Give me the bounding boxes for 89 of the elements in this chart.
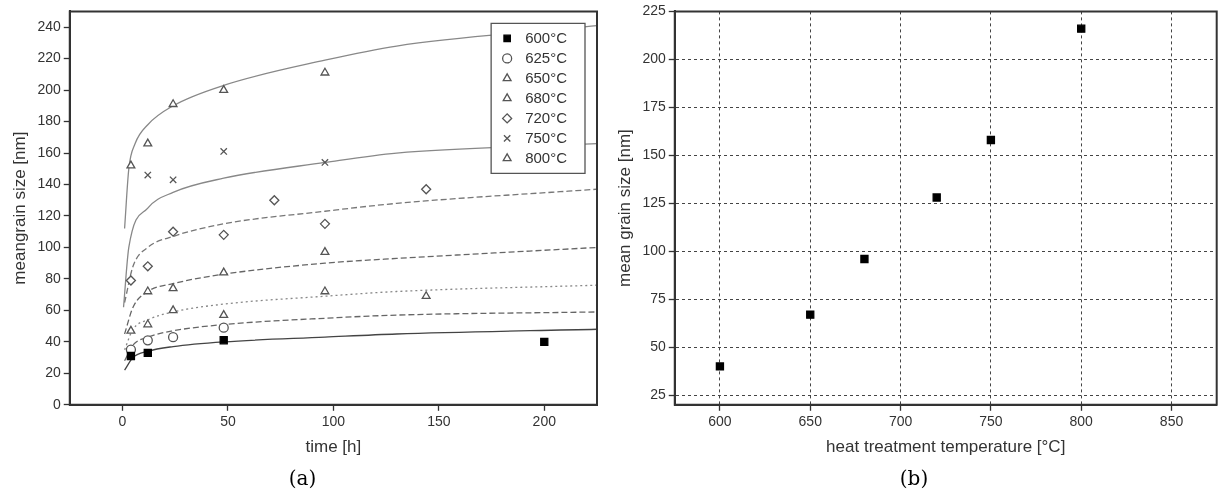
x-tick-label: 100: [321, 413, 346, 430]
y-tick-label: 240: [37, 18, 61, 34]
y-tick-label: 225: [642, 2, 666, 19]
y-axis-title: meangrain size [nm]: [9, 131, 29, 285]
point: [218, 229, 229, 240]
point: [143, 348, 152, 358]
point: [319, 218, 331, 229]
line-series: [123, 188, 597, 304]
line-series: [123, 246, 597, 335]
point: [125, 275, 137, 286]
x-tick-label: 850: [1159, 413, 1184, 430]
point: [932, 193, 941, 202]
legend-label: 680°C: [525, 88, 568, 106]
x-tick-label: 50: [220, 413, 236, 430]
point: [806, 310, 815, 319]
point: [168, 305, 178, 314]
point: [986, 135, 996, 145]
y-tick-label: 25: [650, 386, 666, 403]
y-tick-label: 220: [37, 49, 61, 66]
x-tick-label: 200: [532, 413, 557, 430]
x-tick-label: 0: [118, 413, 127, 430]
y-tick-label: 175: [642, 98, 666, 115]
x-tick-label: 600: [708, 413, 732, 430]
point: [143, 138, 153, 147]
x-axis-title: heat treatment temperature [°C]: [826, 437, 1066, 457]
point: [219, 147, 228, 156]
point: [320, 67, 330, 76]
point: [168, 99, 178, 108]
y-tick-label: 75: [650, 290, 666, 307]
y-tick-label: 40: [45, 332, 61, 349]
point: [167, 331, 179, 343]
point: [168, 283, 178, 292]
point: [860, 254, 869, 264]
x-tick-label: 650: [798, 413, 823, 430]
line-series: [123, 328, 597, 371]
point: [126, 351, 136, 361]
y-tick-label: 125: [642, 194, 666, 211]
x-tick-label: 800: [1069, 413, 1094, 430]
y-tick-label: 80: [45, 269, 61, 286]
point: [169, 175, 177, 184]
y-tick-label: 50: [650, 338, 666, 355]
point: [320, 247, 330, 256]
legend-label: 625°C: [525, 48, 568, 66]
y-tick-label: 120: [37, 206, 61, 223]
y-tick-label: 0: [52, 395, 61, 412]
y-tick-label: 200: [37, 80, 61, 97]
y-tick-label: 150: [642, 146, 666, 163]
legend-label: 720°C: [525, 108, 568, 126]
y-tick-label: 140: [37, 175, 61, 192]
y-tick-label: 180: [37, 112, 61, 129]
y-tick-label: 20: [45, 364, 61, 381]
point: [126, 325, 136, 334]
text: (b): [898, 466, 930, 490]
point: [421, 184, 432, 195]
y-tick-label: 100: [37, 238, 61, 255]
x-tick-label: 150: [427, 413, 451, 430]
y-tick-label: 200: [642, 50, 666, 67]
point: [167, 226, 179, 237]
point: [218, 322, 229, 333]
point: [126, 160, 136, 169]
point: [142, 335, 153, 346]
point: [143, 171, 152, 179]
legend-label: 650°C: [525, 68, 568, 86]
point: [143, 319, 153, 328]
x-axis-title: time [h]: [305, 437, 362, 457]
point: [219, 84, 229, 93]
line-series: [123, 311, 597, 362]
legend-label: 600°C: [525, 28, 568, 46]
text: (a): [287, 466, 318, 490]
x-tick-label: 700: [888, 413, 913, 430]
legend-label: 800°C: [525, 148, 568, 166]
point: [320, 286, 330, 295]
y-axis-title: mean grain size [nm]: [614, 129, 634, 287]
point: [321, 158, 329, 167]
point: [143, 286, 153, 295]
point: [269, 195, 280, 206]
point: [219, 336, 228, 345]
y-tick-label: 60: [45, 301, 61, 318]
point: [1077, 24, 1086, 33]
point: [540, 337, 549, 347]
point: [715, 362, 725, 371]
x-tick-label: 750: [979, 413, 1003, 430]
y-tick-label: 100: [642, 242, 666, 259]
y-tick-label: 160: [37, 143, 61, 160]
point: [421, 291, 431, 300]
point: [219, 267, 229, 276]
legend-label: 750°C: [525, 128, 568, 146]
point: [219, 309, 229, 319]
point: [142, 261, 153, 272]
